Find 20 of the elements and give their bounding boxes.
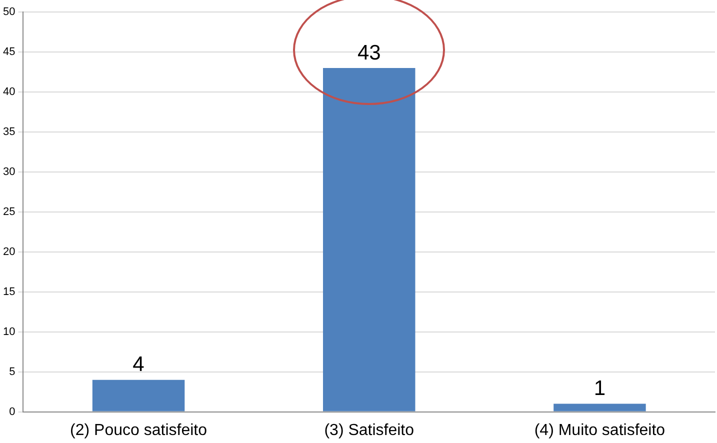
data-label: 43 — [357, 41, 381, 64]
y-tick-label: 5 — [9, 366, 16, 378]
data-label: 4 — [132, 353, 145, 376]
x-tick-label: (4) Muito satisfeito — [534, 422, 666, 439]
bar — [554, 404, 646, 412]
y-tick-label: 25 — [2, 206, 16, 218]
y-tick-label: 40 — [2, 86, 16, 98]
data-label: 1 — [594, 377, 606, 400]
bar — [323, 68, 416, 412]
bar — [92, 380, 185, 412]
y-tick-label: 10 — [2, 326, 16, 338]
y-tick-label: 45 — [2, 46, 16, 58]
y-tick-label: 30 — [2, 166, 16, 178]
y-tick-label: 20 — [2, 246, 16, 258]
y-tick-label: 35 — [2, 126, 16, 138]
y-tick-label: 15 — [2, 286, 16, 298]
x-tick-label: (2) Pouco satisfeito — [70, 422, 208, 439]
y-tick-label: 0 — [9, 406, 16, 418]
x-tick-label: (3) Satisfeito — [324, 422, 414, 439]
y-tick-label: 50 — [2, 6, 16, 18]
